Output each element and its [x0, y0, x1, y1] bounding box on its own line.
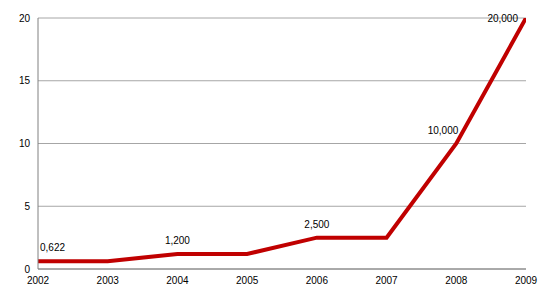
svg-text:2008: 2008 — [445, 275, 468, 286]
svg-text:2,500: 2,500 — [304, 219, 329, 230]
svg-text:2007: 2007 — [375, 275, 398, 286]
svg-text:20: 20 — [19, 13, 31, 24]
svg-text:15: 15 — [19, 75, 31, 86]
svg-text:2002: 2002 — [27, 275, 50, 286]
svg-text:10,000: 10,000 — [428, 125, 459, 136]
svg-text:10: 10 — [19, 138, 31, 149]
svg-text:0,622: 0,622 — [40, 242, 65, 253]
svg-text:20,000: 20,000 — [487, 13, 518, 24]
svg-text:2003: 2003 — [97, 275, 120, 286]
svg-text:2004: 2004 — [166, 275, 189, 286]
svg-text:2005: 2005 — [236, 275, 259, 286]
svg-text:2006: 2006 — [306, 275, 329, 286]
svg-text:1,200: 1,200 — [165, 235, 190, 246]
svg-text:0: 0 — [24, 264, 30, 275]
svg-text:5: 5 — [24, 201, 30, 212]
svg-text:2009: 2009 — [515, 275, 538, 286]
